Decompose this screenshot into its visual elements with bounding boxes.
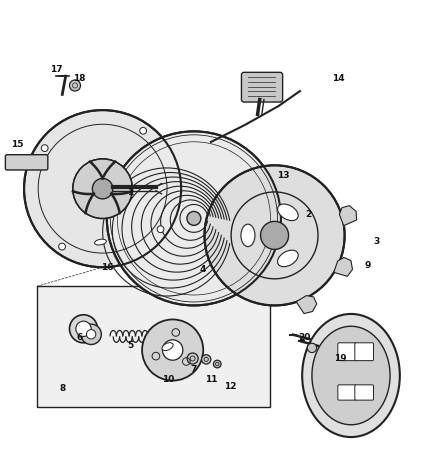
Text: 8: 8 [59,384,65,393]
Circle shape [81,324,101,344]
Circle shape [201,355,211,364]
Circle shape [142,320,203,380]
Text: 1: 1 [127,189,133,198]
Text: 9: 9 [365,261,371,270]
Text: 13: 13 [277,171,289,180]
FancyBboxPatch shape [242,72,282,102]
Circle shape [76,321,91,336]
Text: 11: 11 [204,375,217,384]
Text: 2: 2 [305,209,312,218]
Circle shape [162,340,183,360]
Ellipse shape [95,239,106,245]
Polygon shape [334,257,352,276]
Text: 19: 19 [334,354,347,363]
Ellipse shape [312,326,390,425]
Text: 15: 15 [12,140,24,149]
Polygon shape [37,286,271,408]
Circle shape [140,127,147,134]
Circle shape [92,179,113,199]
Circle shape [187,211,201,225]
Text: 5: 5 [127,341,133,350]
Text: 17: 17 [49,65,62,74]
Text: 16: 16 [101,263,113,272]
Circle shape [204,165,345,305]
FancyBboxPatch shape [355,343,374,361]
Circle shape [41,145,48,152]
Text: 3: 3 [373,237,380,246]
Circle shape [86,330,96,339]
FancyBboxPatch shape [355,385,374,400]
Circle shape [59,243,66,250]
Ellipse shape [278,250,298,266]
FancyBboxPatch shape [6,155,48,170]
FancyBboxPatch shape [338,343,357,361]
Text: 6: 6 [76,333,82,342]
Text: 4: 4 [199,265,206,274]
Circle shape [307,343,317,352]
FancyBboxPatch shape [338,385,357,400]
Text: 18: 18 [73,74,86,83]
Polygon shape [340,206,357,226]
Circle shape [213,360,221,368]
Circle shape [187,353,198,364]
Ellipse shape [302,314,400,437]
Circle shape [261,221,288,249]
Circle shape [69,80,81,91]
Text: 14: 14 [332,74,345,83]
Text: 7: 7 [191,365,197,374]
Circle shape [157,226,164,233]
Polygon shape [296,295,317,314]
Circle shape [24,110,181,267]
Text: 20: 20 [298,333,311,342]
Text: 10: 10 [162,375,175,384]
Circle shape [107,132,281,305]
Text: 12: 12 [224,381,236,390]
Ellipse shape [241,224,255,247]
Ellipse shape [278,204,298,220]
Ellipse shape [162,342,173,351]
Circle shape [69,315,98,343]
Circle shape [73,159,132,218]
